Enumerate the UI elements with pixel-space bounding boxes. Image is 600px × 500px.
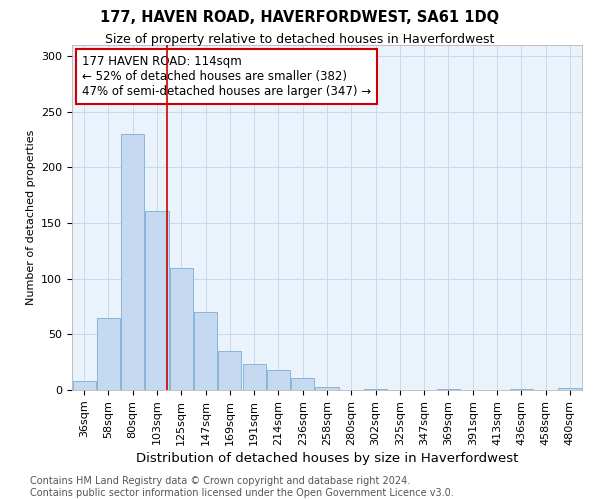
Bar <box>194 312 217 390</box>
Bar <box>73 381 95 390</box>
Bar <box>97 318 120 390</box>
Y-axis label: Number of detached properties: Number of detached properties <box>26 130 35 305</box>
X-axis label: Distribution of detached houses by size in Haverfordwest: Distribution of detached houses by size … <box>136 452 518 464</box>
Bar <box>364 389 387 390</box>
Bar <box>145 211 169 390</box>
Text: 177 HAVEN ROAD: 114sqm
← 52% of detached houses are smaller (382)
47% of semi-de: 177 HAVEN ROAD: 114sqm ← 52% of detached… <box>82 56 371 98</box>
Bar <box>559 388 581 390</box>
Bar <box>170 268 193 390</box>
Bar <box>267 370 290 390</box>
Text: 177, HAVEN ROAD, HAVERFORDWEST, SA61 1DQ: 177, HAVEN ROAD, HAVERFORDWEST, SA61 1DQ <box>100 10 500 25</box>
Text: Contains HM Land Registry data © Crown copyright and database right 2024.
Contai: Contains HM Land Registry data © Crown c… <box>30 476 454 498</box>
Bar <box>121 134 144 390</box>
Text: Size of property relative to detached houses in Haverfordwest: Size of property relative to detached ho… <box>106 32 494 46</box>
Bar <box>316 386 338 390</box>
Bar <box>242 364 266 390</box>
Bar <box>291 378 314 390</box>
Bar <box>510 389 533 390</box>
Bar <box>437 389 460 390</box>
Bar <box>218 351 241 390</box>
